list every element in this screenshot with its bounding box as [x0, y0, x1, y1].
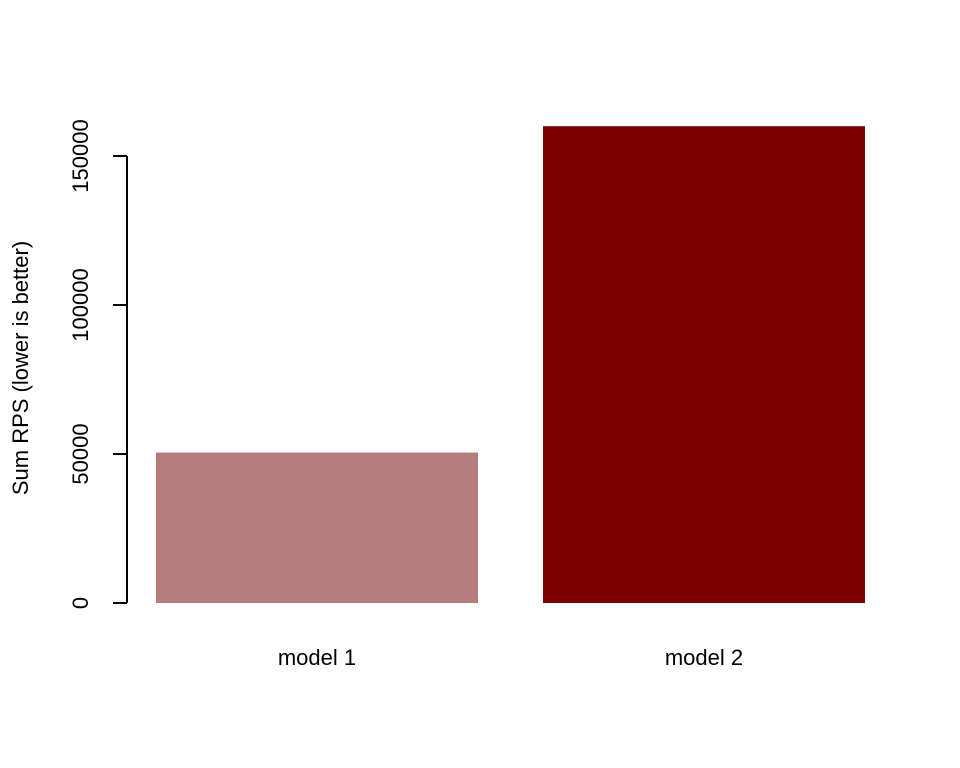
y-tick-label: 0 — [68, 597, 93, 609]
x-category-label: model 2 — [665, 645, 743, 670]
y-tick-label: 50000 — [68, 423, 93, 484]
y-ticks: 0 50000 100000 150000 — [68, 119, 127, 609]
y-tick-label: 150000 — [68, 119, 93, 192]
x-category-label: model 1 — [278, 645, 356, 670]
bar-model-2 — [543, 126, 865, 603]
y-tick-label: 100000 — [68, 268, 93, 341]
y-axis-title: Sum RPS (lower is better) — [8, 241, 33, 495]
bars-layer — [156, 126, 865, 603]
x-category-labels: model 1 model 2 — [278, 645, 743, 670]
y-axis: 0 50000 100000 150000 — [68, 119, 128, 609]
bar-model-1 — [156, 452, 478, 603]
